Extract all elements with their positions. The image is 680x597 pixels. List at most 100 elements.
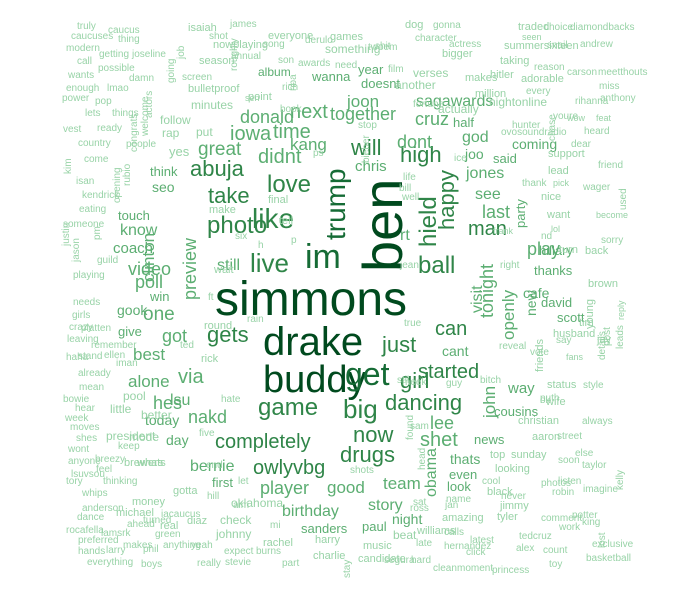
word-via: via	[178, 366, 204, 388]
word-iman: iman	[116, 358, 138, 369]
word-snail: snail	[547, 40, 568, 51]
word-breezy: breezy	[95, 454, 125, 465]
word-count: count	[543, 545, 568, 556]
word-paul: paul	[362, 519, 387, 534]
word-gets: gets	[207, 322, 249, 347]
word-feel: feel	[96, 464, 112, 475]
word-call: call	[77, 56, 92, 67]
word-god: god	[462, 129, 489, 146]
word-sat: sat	[413, 497, 427, 508]
word-top: top	[490, 449, 505, 461]
word-work: work	[558, 522, 581, 533]
word-nightonline: nightonline	[489, 95, 547, 109]
word-else: else	[575, 448, 594, 459]
word-dance: dance	[77, 512, 105, 523]
word-annual: annual	[231, 51, 261, 62]
word-week: week	[64, 413, 89, 424]
word-rap: rap	[162, 126, 180, 140]
word-sagawards: sagawards	[416, 93, 493, 110]
word-johnny: johnny	[215, 527, 251, 541]
word-jones: jones	[465, 165, 504, 182]
word-haha: haha	[66, 352, 89, 363]
word-people: people	[126, 139, 156, 150]
word-meetthouts: meetthouts	[598, 67, 647, 78]
word-mi: mi	[270, 520, 281, 531]
word-rick: rick	[201, 353, 219, 365]
word-actors: actors	[144, 91, 155, 118]
word-nakd: nakd	[188, 407, 227, 427]
word-wait: wait	[213, 264, 234, 276]
word-love: love	[267, 171, 311, 198]
word-rubio: rubio	[122, 163, 133, 186]
word-hill: hill	[207, 491, 219, 502]
word-tyler: tyler	[497, 511, 518, 523]
word-beat: beat	[393, 528, 417, 542]
word-dear: dear	[571, 139, 592, 150]
word-needs: needs	[73, 297, 100, 308]
word-seen: seen	[522, 32, 542, 42]
word-details: details	[597, 331, 608, 360]
word-caucuses: caucuses	[71, 31, 113, 42]
word-play: play	[527, 239, 560, 259]
word-feat: feat	[596, 113, 612, 123]
word-gonna: gonna	[433, 20, 461, 31]
word-king: king	[582, 517, 600, 528]
word-never: never	[501, 491, 527, 502]
word-husband: husband	[553, 328, 595, 340]
word-roughly: roughly	[229, 38, 240, 71]
word-post: post	[602, 327, 613, 346]
word-hunter: hunter	[512, 120, 541, 131]
word-cruz: cruz	[415, 109, 449, 129]
word-next: next	[290, 101, 328, 123]
word-wow: wow	[566, 113, 586, 123]
word-preferred: preferred	[78, 535, 119, 546]
word-eating: eating	[79, 204, 106, 215]
word-aim: aim	[233, 500, 249, 511]
word-wanna: wanna	[311, 69, 351, 84]
word-need: need	[335, 60, 357, 71]
word-anthony: anthony	[600, 93, 636, 104]
word-follow: follow	[160, 113, 191, 127]
word-end: end	[206, 460, 223, 471]
word-season: season	[199, 55, 234, 67]
word-pop: pop	[95, 96, 112, 107]
word-real: real	[160, 520, 178, 532]
word-whats: whats	[136, 457, 166, 469]
word-friends: friends	[534, 338, 546, 372]
word-fortune: fortune	[413, 99, 445, 110]
word-tonight: tonight	[477, 264, 497, 318]
word-style: style	[583, 380, 604, 391]
word-let: let	[238, 476, 249, 487]
word-well: well	[401, 192, 419, 203]
word-openly: openly	[499, 289, 518, 340]
word-lol: lol	[551, 224, 560, 234]
word-wife: wife	[545, 396, 566, 408]
word-imagine: imagine	[583, 484, 618, 495]
word-calls: calls	[444, 527, 464, 538]
word-look: look	[447, 479, 471, 494]
word-vote: vote	[530, 347, 549, 358]
word-makes: makes	[465, 72, 498, 84]
word-one: one	[143, 304, 175, 325]
word-nd: nd	[541, 231, 552, 242]
word-scott: scott	[557, 310, 585, 325]
word-getting: getting	[99, 49, 129, 60]
word-games: games	[330, 31, 364, 43]
word-late: late	[416, 538, 433, 549]
word-alex: alex	[516, 543, 534, 554]
word-taylor: taylor	[582, 460, 607, 471]
word-ps: ps	[313, 148, 324, 159]
word-didnt: didnt	[258, 146, 302, 168]
word-high: high	[400, 142, 442, 167]
word-last: last	[482, 202, 510, 222]
word-mean: mean	[79, 382, 104, 393]
word-puth: puth	[540, 393, 559, 404]
word-another: another	[395, 78, 436, 92]
word-modern: modern	[66, 43, 100, 54]
word-fans: fans	[566, 352, 584, 362]
word-say: say	[556, 335, 572, 346]
word-kang: kang	[290, 135, 327, 154]
word-point: point	[248, 91, 272, 103]
word-dancing: dancing	[385, 390, 462, 415]
